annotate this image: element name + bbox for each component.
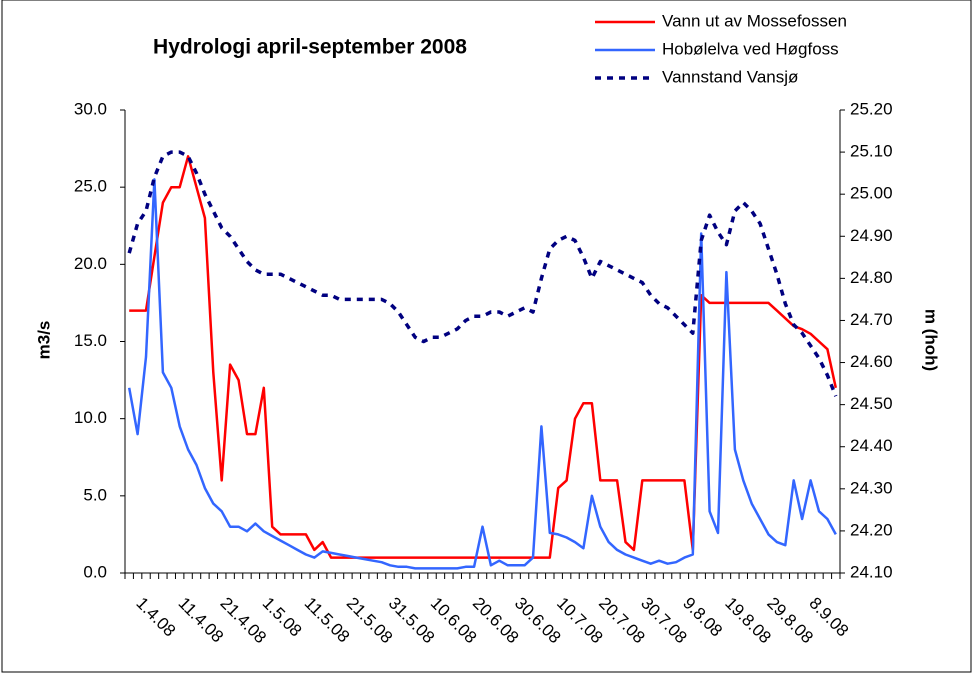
series-line <box>127 178 837 570</box>
legend-label: Hobølelva ved Høgfoss <box>662 39 839 58</box>
x-tick-label: 10.7.08 <box>553 594 607 648</box>
y-tick-label: 15.0 <box>74 331 107 350</box>
legend-label: Vannstand Vansjø <box>662 67 798 86</box>
y2-tick-label: 24.20 <box>850 520 893 539</box>
y-tick-label: 10.0 <box>74 408 107 427</box>
legend-label: Vann ut av Mossefossen <box>662 11 847 30</box>
y-tick-label: 5.0 <box>83 485 107 504</box>
y2-tick-label: 25.20 <box>850 99 893 118</box>
y2-tick-label: 24.60 <box>850 352 893 371</box>
y2-axis-title: m (hoh) <box>922 309 941 371</box>
series-line <box>129 155 838 559</box>
y2-tick-label: 24.30 <box>850 478 893 497</box>
y-tick-label: 0.0 <box>83 562 107 581</box>
x-tick-label: 31.5.08 <box>385 594 439 648</box>
y2-tick-label: 24.40 <box>850 436 893 455</box>
y-tick-label: 20.0 <box>74 254 107 273</box>
x-tick-label: 21.4.08 <box>217 594 271 648</box>
x-tick-label: 30.6.08 <box>511 594 565 648</box>
x-tick-label: 19.8.08 <box>721 594 775 648</box>
y2-tick-label: 25.00 <box>850 184 893 203</box>
x-tick-label: 11.4.08 <box>175 594 228 647</box>
x-tick-label: 30.7.08 <box>637 594 691 648</box>
x-tick-label: 20.7.08 <box>595 594 649 648</box>
y-tick-label: 30.0 <box>74 99 107 118</box>
x-tick-label: 20.6.08 <box>469 594 523 648</box>
x-tick-label: 1.4.08 <box>132 594 179 641</box>
y2-tick-label: 24.50 <box>850 394 893 413</box>
y-axis-title: m3/s <box>34 321 53 360</box>
y2-tick-label: 24.10 <box>850 562 893 581</box>
y2-tick-label: 24.90 <box>850 226 893 245</box>
x-tick-label: 21.5.08 <box>343 594 397 648</box>
x-tick-label: 11.5.08 <box>301 594 354 647</box>
chart-title: Hydrologi april-september 2008 <box>153 36 467 59</box>
y-tick-label: 25.0 <box>74 177 107 196</box>
y2-tick-label: 25.10 <box>850 142 893 161</box>
x-tick-label: 29.8.08 <box>763 594 817 648</box>
y2-tick-label: 24.80 <box>850 268 893 287</box>
y2-tick-label: 24.70 <box>850 310 893 329</box>
x-tick-label: 10.6.08 <box>427 594 481 648</box>
